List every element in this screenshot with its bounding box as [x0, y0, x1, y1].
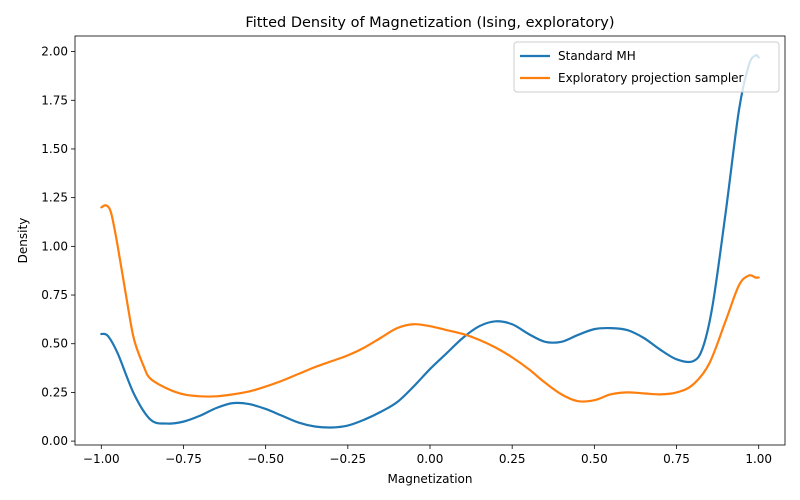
y-tick-label: 0.00	[41, 434, 68, 448]
x-tick-label: −0.50	[247, 452, 284, 466]
y-tick-label: 2.00	[41, 45, 68, 59]
y-tick-label: 0.50	[41, 337, 68, 351]
x-tick-label: −1.00	[83, 452, 120, 466]
chart-title: Fitted Density of Magnetization (Ising, …	[245, 15, 614, 31]
x-tick-label: 0.25	[499, 452, 526, 466]
x-axis: −1.00 −0.75 −0.50 −0.25 0.00 0.25 0.50 0.75 1.00	[83, 445, 772, 466]
y-axis-label: Density	[16, 218, 30, 264]
y-tick-label: 1.00	[41, 239, 68, 253]
y-tick-label: 0.75	[41, 288, 68, 302]
legend-label-standard-mh: Standard MH	[558, 49, 636, 63]
series-line-standard-mh	[100, 54, 760, 429]
legend-label-exploratory-sampler: Exploratory projection sampler	[558, 71, 744, 85]
y-tick-label: 1.50	[41, 142, 68, 156]
x-tick-label: 0.00	[417, 452, 444, 466]
x-axis-label: Magnetization	[388, 472, 473, 486]
y-tick-label: 1.75	[41, 93, 68, 107]
series-line-exploratory-sampler	[100, 204, 760, 403]
legend: Standard MH Exploratory projection sampl…	[513, 41, 780, 93]
y-tick-label: 0.25	[41, 385, 68, 399]
y-tick-label: 1.25	[41, 191, 68, 205]
x-tick-label: 0.50	[581, 452, 608, 466]
x-tick-label: 0.75	[663, 452, 690, 466]
x-tick-label: −0.25	[329, 452, 366, 466]
series-layer	[100, 54, 760, 429]
y-axis: 0.00 0.25 0.50 0.75 1.00 1.25 1.50 1.75 2.00	[41, 45, 75, 448]
x-tick-label: 1.00	[745, 452, 772, 466]
x-tick-label: −0.75	[165, 452, 202, 466]
legend-box	[513, 41, 780, 93]
